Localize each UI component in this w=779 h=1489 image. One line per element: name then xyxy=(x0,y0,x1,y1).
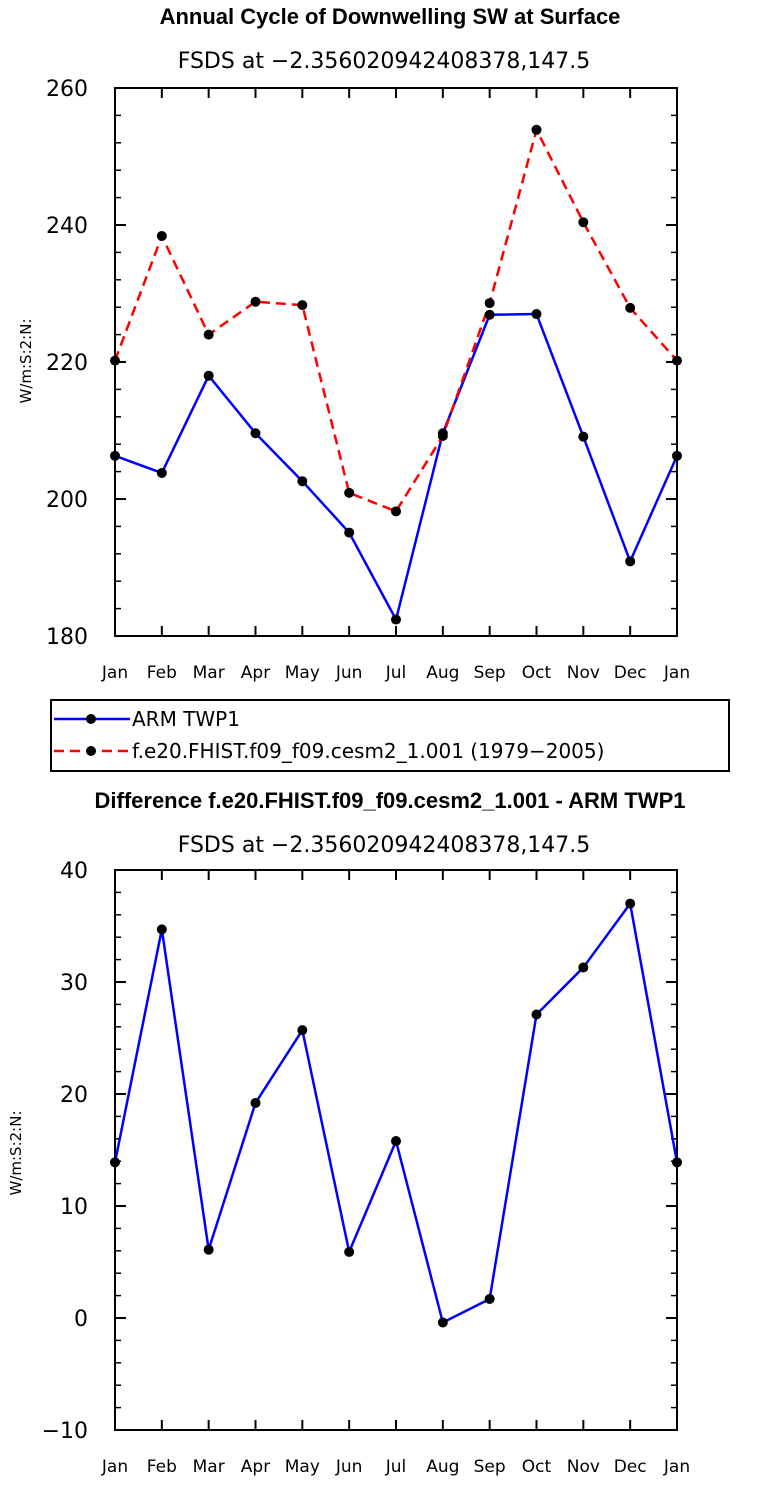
chart-difference: Difference f.e20.FHIST.f09_f09.cesm2_1.0… xyxy=(7,788,690,1477)
data-point-series-1 xyxy=(391,506,401,517)
data-point-series-0 xyxy=(625,556,636,567)
legend-marker-arm-twp1 xyxy=(86,714,96,724)
chart-title: Difference f.e20.FHIST.f09_f09.cesm2_1.0… xyxy=(95,788,686,813)
data-point-series-0 xyxy=(250,428,261,439)
data-point-series-1 xyxy=(250,296,261,307)
x-tick-label: Sep xyxy=(474,663,506,683)
data-point-series-0 xyxy=(391,614,401,625)
x-tick-label: Feb xyxy=(147,663,177,683)
y-tick-label: 220 xyxy=(46,351,88,376)
legend-marker-cesm2 xyxy=(86,746,96,756)
data-point-series-1 xyxy=(297,300,308,311)
x-tick-label: Dec xyxy=(614,1457,647,1477)
y-tick-label: 260 xyxy=(46,77,88,102)
x-tick-label: Mar xyxy=(193,1457,225,1477)
series-line-0 xyxy=(113,902,679,1324)
data-point-series-0 xyxy=(531,309,542,320)
y-tick-label: 200 xyxy=(46,488,88,513)
legend-entry-cesm2: f.e20.FHIST.f09_f09.cesm2_1.001 (1979−20… xyxy=(54,739,604,763)
x-tick-label: Mar xyxy=(193,663,225,683)
data-point-series-0 xyxy=(437,1317,448,1328)
data-point-series-1 xyxy=(578,217,589,228)
data-point-series-0 xyxy=(110,450,120,461)
y-tick-label: 10 xyxy=(60,1195,88,1220)
chart-subtitle: FSDS at −2.356020942408378,147.5 xyxy=(178,833,591,858)
x-tick-label: Feb xyxy=(147,1457,177,1477)
y-tick-label: −10 xyxy=(42,1419,88,1444)
x-tick-label: Apr xyxy=(241,1457,270,1477)
data-point-series-0 xyxy=(484,309,495,320)
data-point-series-0 xyxy=(344,1246,355,1257)
legend: ARM TWP1 f.e20.FHIST.f09_f09.cesm2_1.001… xyxy=(50,699,730,772)
y-tick-label: 0 xyxy=(74,1307,88,1332)
x-tick-label: May xyxy=(285,663,320,683)
x-tick-label: Jan xyxy=(663,663,690,683)
data-point-series-1 xyxy=(437,430,448,441)
x-tick-label: Jul xyxy=(385,663,407,683)
y-tick-label: 40 xyxy=(60,859,88,884)
data-point-series-0 xyxy=(531,1009,542,1020)
series-line-0 xyxy=(114,312,679,621)
data-point-series-0 xyxy=(250,1097,261,1108)
legend-entry-arm-twp1: ARM TWP1 xyxy=(54,707,240,731)
data-point-series-1 xyxy=(531,124,542,135)
chart-title: Annual Cycle of Downwelling SW at Surfac… xyxy=(160,4,621,29)
data-point-series-1 xyxy=(625,302,636,313)
x-tick-label: Apr xyxy=(241,663,270,683)
y-tick-label: 240 xyxy=(46,214,88,239)
data-point-series-0 xyxy=(156,467,167,478)
data-point-series-0 xyxy=(625,898,636,909)
x-tick-label: Jun xyxy=(335,1457,363,1477)
x-tick-label: Jan xyxy=(101,663,128,683)
data-point-series-1 xyxy=(672,355,682,366)
x-tick-label: Sep xyxy=(474,1457,506,1477)
plot-frame xyxy=(114,87,678,637)
x-tick-label: Jun xyxy=(335,663,363,683)
data-point-series-0 xyxy=(297,476,308,487)
legend-box xyxy=(50,699,730,772)
data-point-series-0 xyxy=(110,1157,120,1168)
y-axis-label: W/m:S:2:N: xyxy=(7,1111,25,1196)
data-point-series-1 xyxy=(484,298,495,309)
data-point-series-0 xyxy=(203,370,214,381)
x-tick-label: Jul xyxy=(385,1457,407,1477)
data-point-series-0 xyxy=(484,1293,495,1304)
legend-label-cesm2: f.e20.FHIST.f09_f09.cesm2_1.001 (1979−20… xyxy=(132,739,604,763)
y-tick-label: 20 xyxy=(60,1083,88,1108)
x-tick-label: Oct xyxy=(522,663,552,683)
y-axis-label: W/m:S:2:N: xyxy=(17,319,35,404)
data-point-series-0 xyxy=(391,1136,401,1147)
data-point-series-1 xyxy=(203,329,214,340)
data-point-series-0 xyxy=(156,924,167,935)
legend-label-arm-twp1: ARM TWP1 xyxy=(132,707,240,731)
data-point-series-0 xyxy=(672,1157,682,1168)
x-tick-label: Oct xyxy=(522,1457,552,1477)
data-point-series-0 xyxy=(344,527,355,538)
data-point-series-0 xyxy=(578,431,589,442)
y-tick-label: 30 xyxy=(60,971,88,996)
data-point-series-1 xyxy=(110,355,120,366)
x-tick-label: Nov xyxy=(567,663,600,683)
data-point-series-0 xyxy=(297,1025,308,1036)
x-tick-label: Nov xyxy=(567,1457,600,1477)
x-tick-label: Aug xyxy=(426,663,459,683)
x-tick-label: Dec xyxy=(614,663,647,683)
data-point-series-0 xyxy=(203,1244,214,1255)
data-point-series-0 xyxy=(672,450,682,461)
data-point-series-1 xyxy=(156,230,167,241)
y-tick-label: 180 xyxy=(46,625,88,650)
chart-subtitle: FSDS at −2.356020942408378,147.5 xyxy=(178,49,591,74)
x-tick-label: May xyxy=(285,1457,320,1477)
chart-annual-cycle: Annual Cycle of Downwelling SW at Surfac… xyxy=(17,4,690,683)
data-point-series-0 xyxy=(578,962,589,973)
series-line-1 xyxy=(113,128,678,513)
x-tick-label: Jan xyxy=(663,1457,690,1477)
x-tick-label: Aug xyxy=(426,1457,459,1477)
x-tick-label: Jan xyxy=(101,1457,128,1477)
data-point-series-1 xyxy=(344,487,355,498)
